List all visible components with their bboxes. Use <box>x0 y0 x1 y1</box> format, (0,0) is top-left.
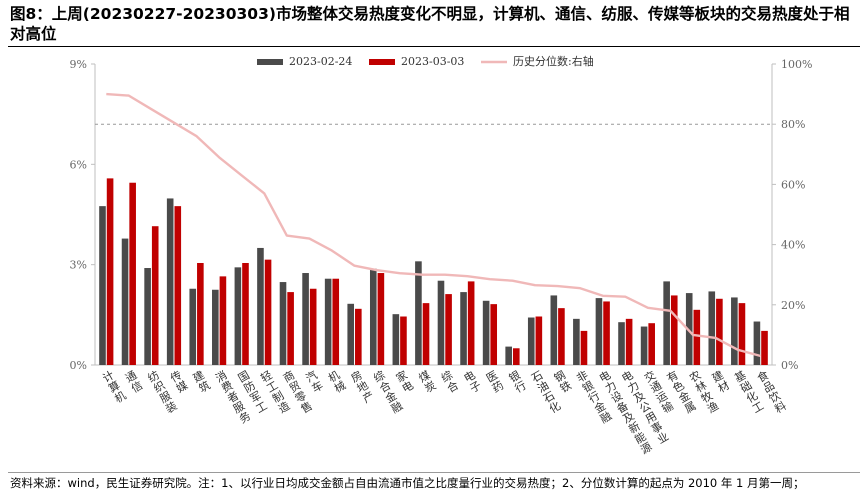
bar-2023-02-24 <box>437 280 445 365</box>
bar-2023-03-03 <box>377 273 385 365</box>
bar-2023-02-24 <box>573 318 580 365</box>
bar-2023-03-03 <box>625 318 633 365</box>
bar-2023-02-24 <box>99 206 106 365</box>
category-label-group: 银行 <box>506 368 528 396</box>
right-tick-label: 80% <box>781 118 805 131</box>
bar-2023-03-03 <box>422 303 430 365</box>
bar-2023-03-03 <box>106 178 114 365</box>
legend-label-percentile: 历史分位数:右轴 <box>513 54 594 68</box>
bar-2023-03-03 <box>558 308 565 365</box>
right-tick-label: 0% <box>781 359 798 372</box>
bar-2023-02-24 <box>618 322 625 365</box>
right-tick-label: 20% <box>781 299 805 312</box>
bar-2023-02-24 <box>708 291 716 365</box>
bar-2023-02-24 <box>595 298 603 365</box>
bar-2023-02-24 <box>212 289 219 365</box>
bar-2023-03-03 <box>309 288 317 365</box>
bar-2023-03-03 <box>603 301 610 365</box>
bar-2023-02-24 <box>189 288 197 365</box>
legend-label-2023-03-03: 2023-03-03 <box>401 55 464 68</box>
bar-2023-02-24 <box>347 303 355 365</box>
right-tick-label: 100% <box>781 58 812 71</box>
category-label-group: 机械 <box>326 368 348 396</box>
bar-2023-03-03 <box>129 182 136 365</box>
bar-2023-03-03 <box>400 316 407 365</box>
bar-2023-02-24 <box>302 273 309 365</box>
bar-2023-03-03 <box>761 330 768 365</box>
bar-2023-02-24 <box>392 314 400 365</box>
title-divider <box>8 46 860 47</box>
chart-title: 图8：上周(20230227-20230303)市场整体交易热度变化不明显，计算… <box>10 5 850 43</box>
category-label-group: 综合 <box>439 368 461 396</box>
bar-2023-03-03 <box>264 259 272 365</box>
bar-2023-03-03 <box>445 294 452 365</box>
bar-2023-03-03 <box>467 281 475 365</box>
category-label-group: 传媒 <box>168 369 190 396</box>
left-tick-label: 0% <box>70 359 87 372</box>
percentile-line <box>106 92 762 358</box>
source-note: 资料来源：wind，民生证券研究院。注：1、以行业日均成交金额占自由流通市值之比… <box>10 476 805 490</box>
bar-2023-02-24 <box>663 281 670 365</box>
bar-2023-03-03 <box>490 304 498 365</box>
bar-2023-02-24 <box>257 247 264 365</box>
bar-2023-02-24 <box>753 321 761 365</box>
chart-axes <box>91 63 776 366</box>
legend-swatch-2023-03-03 <box>369 59 395 65</box>
bar-2023-03-03 <box>716 298 723 365</box>
bar-2023-02-24 <box>640 326 648 365</box>
bar-2023-02-24 <box>731 297 738 365</box>
bar-2023-03-03 <box>151 226 159 365</box>
bar-2023-02-24 <box>460 292 467 365</box>
bar-2023-03-03 <box>670 295 678 365</box>
bar-2023-02-24 <box>527 317 535 365</box>
bar-2023-02-24 <box>415 261 422 365</box>
category-label-group: 医药 <box>484 369 506 396</box>
legend-swatch-2023-02-24 <box>257 59 283 65</box>
bar-2023-03-03 <box>693 309 701 365</box>
bar-2023-02-24 <box>685 293 693 365</box>
bar-2023-02-24 <box>369 268 377 365</box>
category-label-group: 钢铁 <box>552 369 574 396</box>
bar-2023-03-03 <box>219 276 227 365</box>
category-label-group: 家电 <box>393 368 415 396</box>
bar-2023-03-03 <box>242 262 249 365</box>
bar-2023-03-03 <box>287 292 294 365</box>
bar-2023-02-24 <box>166 198 174 365</box>
bar-2023-02-24 <box>144 268 151 365</box>
bar-2023-03-03 <box>174 206 182 365</box>
bar-2023-02-24 <box>324 278 332 365</box>
bar-2023-03-03 <box>512 348 520 365</box>
left-tick-label: 3% <box>70 259 87 272</box>
chart-bars <box>99 178 768 365</box>
category-label-group: 建材 <box>709 368 731 396</box>
chart-line-layer <box>106 92 762 358</box>
bar-2023-03-03 <box>738 303 746 365</box>
bar-2023-03-03 <box>535 316 543 365</box>
bar-2023-03-03 <box>648 323 655 365</box>
bar-2023-02-24 <box>505 346 512 365</box>
bar-2023-03-03 <box>332 278 340 365</box>
left-tick-label: 9% <box>70 58 87 71</box>
bar-2023-03-03 <box>197 262 204 365</box>
left-tick-label: 6% <box>70 158 87 171</box>
category-label-group: 建筑 <box>190 368 212 396</box>
category-label-group: 通信 <box>123 369 145 396</box>
bar-2023-02-24 <box>279 282 287 365</box>
category-label-group: 汽车 <box>303 368 325 396</box>
bar-2023-02-24 <box>550 295 558 365</box>
footer-divider <box>8 472 860 473</box>
right-tick-label: 40% <box>781 239 805 252</box>
right-tick-label: 60% <box>781 178 805 191</box>
chart-legend: 2023-02-24 2023-03-03 历史分位数:右轴 <box>257 54 594 68</box>
category-label-group: 电子 <box>462 369 484 396</box>
category-label-group: 煤炭 <box>416 369 438 396</box>
bar-2023-02-24 <box>234 267 242 365</box>
legend-label-2023-02-24: 2023-02-24 <box>289 55 352 68</box>
bar-2023-02-24 <box>482 300 490 365</box>
bar-2023-03-03 <box>355 308 362 365</box>
bar-2023-03-03 <box>580 330 588 365</box>
bar-2023-02-24 <box>121 238 129 365</box>
